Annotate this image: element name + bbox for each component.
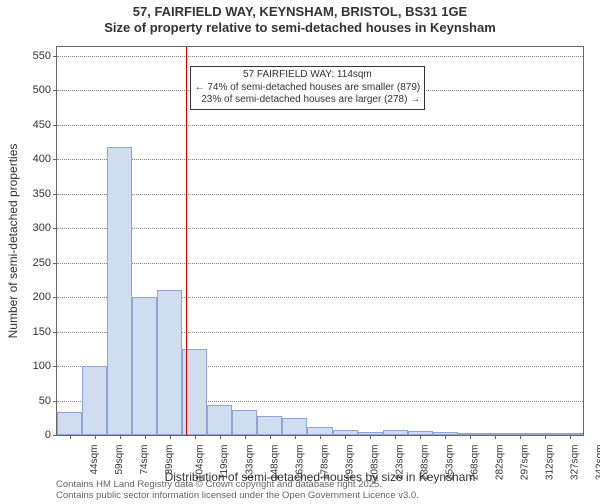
x-tick-label: 342sqm — [595, 445, 600, 481]
page-subtitle: Size of property relative to semi-detach… — [0, 20, 600, 35]
marker-annotation: 57 FAIRFIELD WAY: 114sqm← 74% of semi-de… — [190, 66, 426, 110]
marker-smaller: ← 74% of semi-detached houses are smalle… — [195, 82, 421, 95]
y-tick-mark — [53, 401, 57, 402]
marker-title: 57 FAIRFIELD WAY: 114sqm — [195, 69, 421, 82]
y-tick-mark — [53, 435, 57, 436]
x-tick-mark — [245, 435, 246, 439]
x-tick-mark — [70, 435, 71, 439]
y-tick-label: 450 — [33, 119, 51, 131]
y-tick-label: 400 — [33, 153, 51, 165]
histogram-bar — [257, 416, 282, 435]
histogram-bar — [307, 427, 332, 435]
x-tick-mark — [295, 435, 296, 439]
gridline — [57, 56, 583, 57]
x-tick-mark — [220, 435, 221, 439]
gridline — [57, 263, 583, 264]
x-tick-mark — [570, 435, 571, 439]
y-tick-mark — [53, 228, 57, 229]
gridline — [57, 194, 583, 195]
y-tick-label: 100 — [33, 360, 51, 372]
y-tick-label: 0 — [45, 429, 51, 441]
histogram-bar — [107, 147, 132, 435]
histogram-bar — [282, 418, 307, 435]
x-tick-mark — [145, 435, 146, 439]
y-tick-mark — [53, 366, 57, 367]
y-tick-mark — [53, 297, 57, 298]
x-tick-mark — [370, 435, 371, 439]
y-tick-mark — [53, 194, 57, 195]
y-tick-label: 150 — [33, 326, 51, 338]
footer-line-2: Contains public sector information licen… — [56, 491, 419, 502]
y-tick-mark — [53, 56, 57, 57]
histogram-bar — [82, 366, 107, 435]
x-tick-mark — [545, 435, 546, 439]
marker-line — [186, 47, 187, 435]
y-tick-label: 300 — [33, 222, 51, 234]
x-tick-mark — [120, 435, 121, 439]
histogram-bar — [157, 290, 182, 435]
x-tick-mark — [495, 435, 496, 439]
footer-attribution: Contains HM Land Registry data © Crown c… — [56, 480, 419, 502]
x-tick-mark — [520, 435, 521, 439]
x-tick-mark — [95, 435, 96, 439]
y-tick-mark — [53, 90, 57, 91]
x-tick-mark — [445, 435, 446, 439]
x-tick-mark — [345, 435, 346, 439]
x-tick-mark — [170, 435, 171, 439]
histogram-plot: 05010015020025030035040045050055044sqm59… — [56, 46, 584, 436]
x-tick-mark — [395, 435, 396, 439]
histogram-bar — [232, 410, 257, 435]
y-tick-label: 250 — [33, 257, 51, 269]
histogram-bar — [207, 405, 232, 435]
y-tick-mark — [53, 159, 57, 160]
histogram-bar — [132, 297, 157, 435]
y-axis-label: Number of semi-detached properties — [6, 46, 22, 436]
x-tick-mark — [320, 435, 321, 439]
gridline — [57, 125, 583, 126]
page-title: 57, FAIRFIELD WAY, KEYNSHAM, BRISTOL, BS… — [0, 4, 600, 19]
y-tick-label: 550 — [33, 50, 51, 62]
marker-larger: 23% of semi-detached houses are larger (… — [195, 94, 421, 107]
y-tick-mark — [53, 125, 57, 126]
x-tick-mark — [195, 435, 196, 439]
y-tick-label: 350 — [33, 188, 51, 200]
y-tick-mark — [53, 332, 57, 333]
x-tick-mark — [270, 435, 271, 439]
gridline — [57, 228, 583, 229]
y-tick-label: 50 — [39, 395, 51, 407]
histogram-bar — [57, 412, 82, 435]
x-tick-mark — [470, 435, 471, 439]
y-tick-label: 500 — [33, 84, 51, 96]
y-tick-mark — [53, 263, 57, 264]
gridline — [57, 159, 583, 160]
y-tick-label: 200 — [33, 291, 51, 303]
x-tick-mark — [420, 435, 421, 439]
